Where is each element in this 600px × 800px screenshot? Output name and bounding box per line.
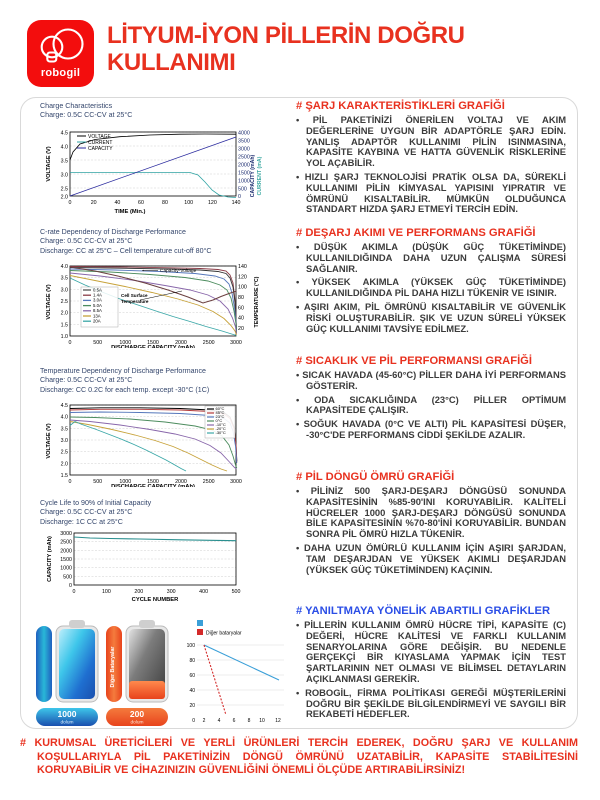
svg-text:3000: 3000 xyxy=(230,340,242,346)
svg-text:CAPACITY (mAh): CAPACITY (mAh) xyxy=(47,536,53,582)
svg-text:120: 120 xyxy=(238,274,247,280)
svg-text:Cell Surface: Cell Surface xyxy=(121,293,148,298)
svg-text:20A: 20A xyxy=(93,318,101,323)
svg-text:6: 6 xyxy=(233,718,236,724)
svg-text:100: 100 xyxy=(187,643,196,649)
svg-text:VOLTAGE (V): VOLTAGE (V) xyxy=(46,423,52,458)
svg-text:2.0: 2.0 xyxy=(61,194,68,200)
svg-text:4.5: 4.5 xyxy=(61,403,68,409)
svg-text:40: 40 xyxy=(189,688,195,694)
svg-text:3.5: 3.5 xyxy=(61,276,68,282)
svg-text:4.5: 4.5 xyxy=(61,130,68,136)
svg-text:80: 80 xyxy=(189,658,195,664)
svg-text:dolum: dolum xyxy=(60,720,73,726)
svg-text:500: 500 xyxy=(238,186,247,192)
svg-text:400: 400 xyxy=(199,589,208,595)
svg-text:DISCHARGE CAPACITY (mAh): DISCHARGE CAPACITY (mAh) xyxy=(111,345,195,348)
svg-text:4000: 4000 xyxy=(238,130,250,136)
svg-text:60: 60 xyxy=(238,305,244,311)
svg-text:1500: 1500 xyxy=(238,170,250,176)
svg-text:VOLTAGE (V): VOLTAGE (V) xyxy=(46,146,52,181)
svg-text:3.5: 3.5 xyxy=(61,426,68,432)
svg-text:2.5: 2.5 xyxy=(61,450,68,456)
svg-text:80: 80 xyxy=(162,200,168,206)
svg-text:20: 20 xyxy=(189,703,195,709)
svg-text:1.0: 1.0 xyxy=(61,334,68,340)
svg-text:4: 4 xyxy=(218,718,221,724)
svg-text:CAPACITY (mAh): CAPACITY (mAh) xyxy=(250,154,256,197)
svg-text:100: 100 xyxy=(102,589,111,595)
svg-text:2500: 2500 xyxy=(203,479,215,485)
svg-text:500: 500 xyxy=(93,340,102,346)
svg-text:40: 40 xyxy=(238,316,244,322)
svg-text:2000: 2000 xyxy=(238,162,250,168)
svg-text:0: 0 xyxy=(69,479,72,485)
svg-text:40: 40 xyxy=(114,200,120,206)
svg-text:Temperature: Temperature xyxy=(121,299,149,304)
svg-text:3.5: 3.5 xyxy=(61,158,68,164)
svg-text:2: 2 xyxy=(203,718,206,724)
svg-text:0: 0 xyxy=(69,340,72,346)
svg-text:CAPACITY: CAPACITY xyxy=(88,145,113,151)
svg-text:4.0: 4.0 xyxy=(61,144,68,150)
svg-text:Capacity-Voltage: Capacity-Voltage xyxy=(160,268,197,274)
svg-text:1000: 1000 xyxy=(238,178,250,184)
svg-text:1000: 1000 xyxy=(60,566,72,572)
svg-text:4.0: 4.0 xyxy=(61,415,68,421)
svg-text:Diğer bataryalar: Diğer bataryalar xyxy=(206,630,242,636)
svg-text:0: 0 xyxy=(69,200,72,206)
svg-text:2500: 2500 xyxy=(238,154,250,160)
svg-text:500: 500 xyxy=(93,479,102,485)
svg-text:CYCLE NUMBER: CYCLE NUMBER xyxy=(132,597,180,603)
svg-text:2500: 2500 xyxy=(60,540,72,546)
svg-text:2.0: 2.0 xyxy=(61,311,68,317)
svg-text:500: 500 xyxy=(232,589,241,595)
svg-text:1500: 1500 xyxy=(60,557,72,563)
svg-text:12: 12 xyxy=(275,718,281,724)
svg-text:200: 200 xyxy=(130,709,144,719)
svg-text:60: 60 xyxy=(138,200,144,206)
svg-text:0: 0 xyxy=(192,718,195,724)
svg-text:TEMPERATURE (°C): TEMPERATURE (°C) xyxy=(254,276,260,327)
svg-text:0: 0 xyxy=(238,194,241,200)
svg-text:4.0: 4.0 xyxy=(61,264,68,270)
svg-text:CURRENT (mA): CURRENT (mA) xyxy=(257,156,263,195)
svg-text:200: 200 xyxy=(134,589,143,595)
svg-text:dolum: dolum xyxy=(130,720,143,726)
svg-text:140: 140 xyxy=(238,264,247,270)
svg-text:100: 100 xyxy=(238,285,247,291)
svg-text:3000: 3000 xyxy=(230,479,242,485)
svg-text:20: 20 xyxy=(238,326,244,332)
svg-text:60: 60 xyxy=(189,673,195,679)
svg-text:2.0: 2.0 xyxy=(61,461,68,467)
svg-text:10: 10 xyxy=(259,718,265,724)
svg-text:1.5: 1.5 xyxy=(61,473,68,479)
svg-text:2.5: 2.5 xyxy=(61,299,68,305)
svg-text:1000: 1000 xyxy=(58,709,77,719)
svg-text:80: 80 xyxy=(238,295,244,301)
svg-text:2.5: 2.5 xyxy=(61,186,68,192)
svg-text:Diğer Bataryalar: Diğer Bataryalar xyxy=(110,647,116,688)
svg-text:3.0: 3.0 xyxy=(61,172,68,178)
svg-text:3.0: 3.0 xyxy=(61,438,68,444)
svg-text:-30°C: -30°C xyxy=(216,430,226,435)
svg-text:TIME (Min.): TIME (Min.) xyxy=(115,209,146,215)
svg-text:120: 120 xyxy=(208,200,217,206)
svg-text:20: 20 xyxy=(91,200,97,206)
svg-text:3500: 3500 xyxy=(238,138,250,144)
svg-text:500: 500 xyxy=(63,574,72,580)
svg-text:140: 140 xyxy=(232,200,241,206)
svg-text:2500: 2500 xyxy=(203,340,215,346)
svg-text:3000: 3000 xyxy=(60,531,72,537)
svg-text:2000: 2000 xyxy=(60,548,72,554)
svg-text:3.0: 3.0 xyxy=(61,287,68,293)
svg-text:DISCHARGE CAPACITY (mAh): DISCHARGE CAPACITY (mAh) xyxy=(111,484,195,487)
svg-text:300: 300 xyxy=(167,589,176,595)
svg-text:VOLTAGE (V): VOLTAGE (V) xyxy=(46,284,52,319)
svg-text:1.5: 1.5 xyxy=(61,322,68,328)
svg-text:100: 100 xyxy=(184,200,193,206)
svg-text:8: 8 xyxy=(248,718,251,724)
svg-text:3000: 3000 xyxy=(238,146,250,152)
svg-text:0: 0 xyxy=(73,589,76,595)
